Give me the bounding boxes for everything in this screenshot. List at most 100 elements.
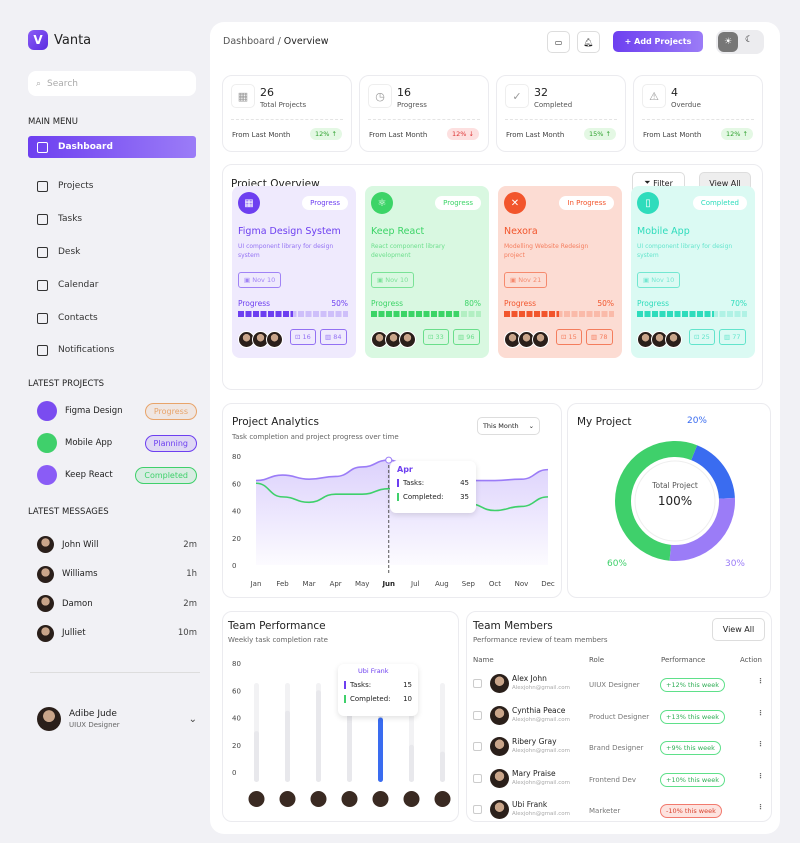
- stat-label: Total Projects: [260, 101, 307, 109]
- table-row: Ubi Frank Alexjohn@gmail.com Marketer -10% …: [472, 797, 768, 827]
- project-description: UI component library for design system: [637, 243, 733, 259]
- table-row: Cynthia Peace Alexjohn@gmail.com Product D…: [472, 703, 768, 733]
- more-options-icon[interactable]: ⋮: [757, 677, 764, 685]
- message-item[interactable]: Damon 2m: [37, 595, 197, 612]
- project-card[interactable]: ▦ Progress Figma Design System UI compon…: [232, 186, 356, 358]
- stat-value: 4: [671, 86, 678, 99]
- message-time: 1h: [186, 569, 197, 579]
- chevron-down-icon[interactable]: ⌄: [188, 713, 197, 725]
- progress-label: Progress: [371, 299, 404, 308]
- sidebar-item-dashboard[interactable]: Dashboard: [28, 136, 196, 158]
- stat-label: Completed: [534, 101, 573, 109]
- performance-badge: +10% this week: [660, 772, 725, 787]
- member-name: Ribery Gray: [512, 737, 557, 746]
- tooltip-value: 35: [460, 493, 469, 501]
- center-label: Total Project: [651, 481, 698, 490]
- progress-fill: [637, 311, 714, 317]
- logo[interactable]: V Vanta: [28, 30, 91, 50]
- more-options-icon[interactable]: ⋮: [757, 708, 764, 717]
- analytics-title: Project Analytics: [232, 416, 319, 428]
- breadcrumb-root[interactable]: Dashboard: [223, 36, 275, 47]
- row-checkbox[interactable]: [473, 742, 482, 751]
- add-projects-button[interactable]: + Add Projects: [613, 31, 703, 52]
- message-time: 10m: [177, 628, 197, 638]
- row-checkbox[interactable]: [473, 710, 482, 720]
- sidebar-item-projects[interactable]: Projects: [28, 175, 196, 197]
- row-checkbox[interactable]: [473, 805, 482, 814]
- message-icon[interactable]: ▭: [547, 31, 570, 53]
- project-logo-icon: ✕: [504, 192, 526, 214]
- project-logo-icon: ▦: [238, 192, 260, 214]
- user-profile[interactable]: Adibe Jude UIUX Designer ⌄: [37, 707, 197, 731]
- x-tick-label: May: [355, 580, 369, 588]
- latest-project-item[interactable]: Mobile App Planning: [37, 433, 197, 453]
- more-options-icon[interactable]: ⋮: [757, 771, 764, 780]
- avatar: [37, 624, 54, 642]
- project-card[interactable]: ✕ In Progress Nexora Modelling Website R…: [498, 186, 622, 358]
- period-value: This Month: [482, 422, 519, 430]
- sidebar-item-notifications[interactable]: Notifications: [28, 339, 196, 361]
- status-badge: Progress: [302, 196, 348, 210]
- member-email: Alexjohn@gmail.com: [512, 685, 570, 691]
- x-tick-label: Jul: [410, 580, 420, 588]
- breadcrumb: Dashboard / Overview: [223, 36, 329, 47]
- message-item[interactable]: Julliet 10m: [37, 624, 197, 642]
- latest-project-item[interactable]: Figma Design Progress: [37, 401, 197, 421]
- team-performance-subtitle: Weekly task completion rate: [228, 636, 328, 644]
- donut-slice: [690, 445, 735, 500]
- member-email: Alexjohn@gmail.com: [512, 716, 570, 723]
- bell-icon[interactable]: 🔔︎: [577, 31, 600, 53]
- table-row: Mary Praise Alexjohn@gmail.com Frontend De…: [472, 766, 768, 796]
- due-date: ▣ Nov 10: [371, 272, 415, 288]
- change-badge: 15% ↑: [584, 128, 616, 140]
- avatar: [37, 595, 54, 612]
- performance-badge: +13% this week: [660, 709, 725, 724]
- avatar-group: [238, 331, 283, 348]
- column-header: Role: [589, 656, 605, 664]
- more-options-icon[interactable]: ⋮: [757, 803, 764, 811]
- member-role: Frontend Dev: [589, 775, 636, 784]
- tooltip-title: Apr: [397, 465, 413, 474]
- sidebar-item-contacts[interactable]: Contacts: [28, 307, 196, 329]
- avatar: [490, 705, 509, 725]
- y-tick-label: 80: [232, 453, 241, 461]
- main-menu-heading: MAIN MENU: [28, 117, 78, 127]
- desk-icon: [37, 246, 48, 258]
- tooltip-label: Tasks:: [403, 479, 425, 487]
- period-select[interactable]: This Month ⌄: [477, 417, 540, 435]
- message-item[interactable]: Williams 1h: [37, 565, 197, 583]
- stat-value: 32: [534, 86, 548, 99]
- member-email: Alexjohn@gmail.com: [512, 748, 570, 754]
- stat-footer: From Last Month: [643, 131, 702, 139]
- more-options-icon[interactable]: ⋮: [757, 740, 764, 748]
- avatar: [310, 791, 327, 807]
- bar: [285, 710, 290, 782]
- progress-fill: [371, 311, 459, 317]
- row-checkbox[interactable]: [473, 679, 482, 688]
- sender-name: John Will: [62, 539, 99, 550]
- progress-track: [238, 311, 348, 317]
- performance-chart: 0 20 40 60 80: [232, 660, 451, 807]
- slice-label: 60%: [607, 559, 627, 569]
- project-card[interactable]: ▯ Completed Mobile App UI component libr…: [631, 186, 755, 358]
- view-all-members-button[interactable]: View All: [712, 618, 765, 641]
- avatar: [665, 331, 682, 348]
- check-circle-icon: ✓: [505, 84, 529, 108]
- project-card[interactable]: ⚛ Progress Keep React React component li…: [365, 186, 489, 358]
- message-item[interactable]: John Will 2m: [37, 536, 197, 553]
- sidebar-item-tasks[interactable]: Tasks: [28, 208, 196, 230]
- sidebar-item-label: Desk: [58, 247, 81, 257]
- sidebar-item-calendar[interactable]: Calendar: [28, 274, 196, 296]
- tooltip-title: Ubi Frank: [358, 667, 389, 675]
- change-badge: 12% ↑: [721, 128, 753, 140]
- row-checkbox[interactable]: [473, 773, 482, 783]
- sidebar-item-desk[interactable]: Desk: [28, 241, 196, 263]
- theme-toggle[interactable]: ☀ ☾: [716, 30, 764, 54]
- table-row: Ribery Gray Alexjohn@gmail.com Brand Desig…: [472, 734, 768, 764]
- stat-footer: From Last Month: [506, 131, 565, 139]
- latest-project-item[interactable]: Keep React Completed: [37, 465, 197, 485]
- avatar-group: [371, 331, 416, 348]
- analytics-subtitle: Task completion and project progress ove…: [232, 433, 399, 441]
- search-input[interactable]: ⌕ Search: [28, 71, 196, 96]
- due-date: ▣ Nov 10: [637, 272, 681, 288]
